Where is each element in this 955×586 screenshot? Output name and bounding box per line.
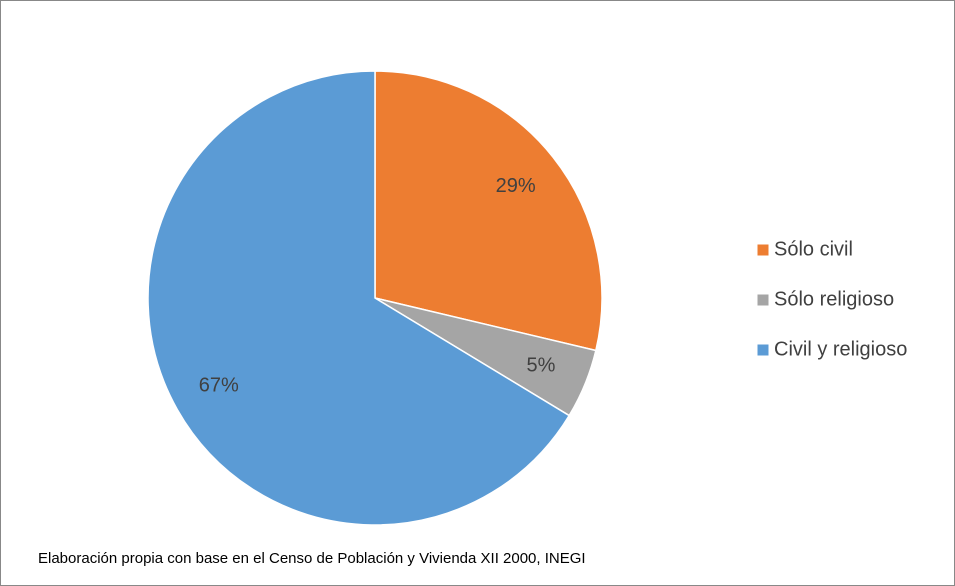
source-note: Elaboración propia con base en el Censo … — [38, 550, 586, 567]
legend-label: Civil y religioso — [774, 338, 907, 360]
data-label: 5% — [526, 354, 555, 376]
pie-slice — [147, 70, 571, 526]
legend-label: Sólo religioso — [774, 288, 894, 310]
legend-swatch — [756, 243, 770, 257]
legend-label: Sólo civil — [774, 238, 853, 260]
legend-swatch — [756, 293, 770, 307]
pie-slice — [374, 70, 603, 352]
data-label: 67% — [199, 374, 239, 396]
legend-swatch — [756, 343, 770, 357]
data-label: 29% — [496, 175, 536, 197]
